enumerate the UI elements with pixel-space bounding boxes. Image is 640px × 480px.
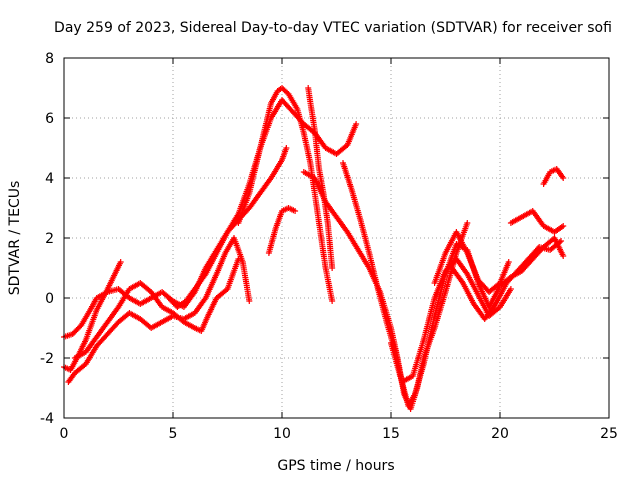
x-tick-label: 0 <box>60 426 69 442</box>
series-arc-13 <box>449 238 565 322</box>
series-markers <box>431 229 512 295</box>
series-arc-11 <box>388 256 514 385</box>
series-arc-3 <box>65 235 253 385</box>
y-tick-label: -4 <box>40 411 54 427</box>
series-arc-7 <box>265 205 299 256</box>
chart-title: Day 259 of 2023, Sidereal Day-to-day VTE… <box>54 20 612 36</box>
y-tick-label: -2 <box>40 351 54 367</box>
y-tick-label: 6 <box>45 111 54 127</box>
grid <box>64 58 609 418</box>
y-tick-label: 4 <box>45 171 54 187</box>
x-tick-label: 5 <box>169 426 178 442</box>
series-markers <box>65 235 253 385</box>
series-markers <box>305 85 336 271</box>
series-arc-14 <box>507 208 567 235</box>
series-markers <box>540 166 567 187</box>
series-markers <box>388 256 514 385</box>
axis-ticks: 0 5 10 15 20 25 -4 -2 0 2 4 6 8 <box>40 51 618 442</box>
y-tick-label: 8 <box>45 51 54 67</box>
series-markers <box>265 205 299 256</box>
series-arc-15 <box>540 166 567 187</box>
series-arc-8 <box>305 85 336 271</box>
x-tick-label: 25 <box>600 426 618 442</box>
data-points <box>61 85 567 412</box>
x-axis-label: GPS time / hours <box>277 458 394 474</box>
y-axis-label: SDTVAR / TECUs <box>7 181 23 296</box>
series-arc-4 <box>71 256 242 361</box>
series-markers <box>449 238 565 322</box>
y-tick-label: 2 <box>45 231 54 247</box>
x-tick-label: 15 <box>382 426 400 442</box>
series-arc-6 <box>235 85 336 304</box>
series-markers <box>507 208 567 235</box>
series-arc-12 <box>431 229 512 295</box>
y-tick-label: 0 <box>45 291 54 307</box>
x-tick-label: 20 <box>491 426 509 442</box>
series-markers <box>235 85 336 304</box>
x-tick-label: 10 <box>273 426 291 442</box>
series-markers <box>71 256 242 361</box>
